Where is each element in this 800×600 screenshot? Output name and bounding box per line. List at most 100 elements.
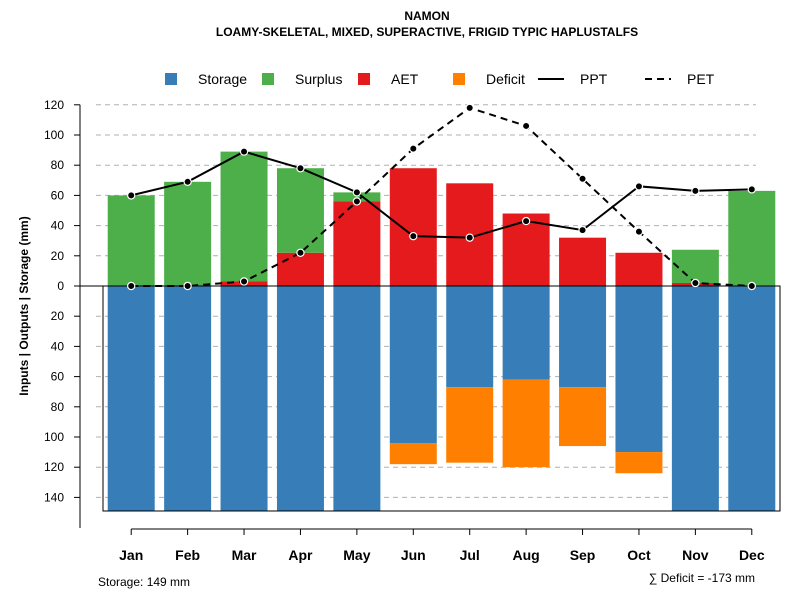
legend-swatch-storage: [165, 73, 177, 85]
y-tick-label: 140: [44, 490, 64, 504]
y-tick-label: 60: [51, 370, 65, 384]
x-tick-label: Oct: [627, 547, 651, 563]
axes: 120 100 80 60 40 20 0 20 40 60 80 100 120 140 Jan Feb Ma…: [44, 98, 765, 563]
bar-storage: [333, 286, 381, 511]
bar-deficit: [615, 452, 663, 474]
x-tick-label: Nov: [682, 547, 709, 563]
x-tick-label: Jan: [119, 547, 143, 563]
x-tick-label: Feb: [175, 547, 200, 563]
ppt-point: [127, 191, 136, 200]
bar-storage: [276, 286, 324, 511]
ppt-point: [578, 225, 587, 235]
legend: Storage Surplus AET Deficit PPT PET: [165, 71, 715, 87]
legend-label-ppt: PPT: [580, 71, 608, 87]
pet-point: [296, 248, 305, 257]
x-tick-label: Jul: [460, 547, 480, 563]
pet-point: [465, 103, 474, 113]
y-tick-label: 100: [44, 430, 64, 444]
bar-storage: [615, 286, 663, 453]
ppt-point: [352, 188, 362, 197]
bar-storage: [559, 286, 607, 388]
chart-title: NAMON: [404, 9, 449, 23]
pet-point: [409, 144, 418, 153]
y-tick-label: 40: [51, 339, 65, 353]
pet-point: [183, 281, 192, 291]
bar-storage: [107, 286, 155, 511]
bar-surplus: [728, 190, 776, 286]
ppt-point: [409, 231, 418, 241]
deficit-note: ∑ Deficit = -173 mm: [649, 571, 755, 585]
legend-label-aet: AET: [391, 71, 419, 87]
bar-deficit: [446, 387, 494, 463]
chart-subtitle: LOAMY-SKELETAL, MIXED, SUPERACTIVE, FRIG…: [216, 25, 638, 39]
pet-line: [131, 106, 752, 287]
x-tick-label: Jun: [401, 547, 426, 563]
y-tick-label: 80: [51, 400, 65, 414]
ppt-line: [130, 150, 752, 239]
bar-surplus: [276, 168, 324, 253]
legend-label-pet: PET: [687, 71, 715, 87]
ppt-point: [183, 177, 192, 187]
x-tick-label: Apr: [288, 547, 313, 563]
ppt-point: [634, 182, 644, 191]
bar-aet: [615, 252, 663, 286]
y-tick-label: 120: [44, 460, 64, 474]
y-tick-label: 60: [51, 188, 65, 202]
bar-surplus: [107, 195, 155, 286]
bar-surplus: [333, 192, 381, 202]
y-axis-label: Inputs | Outputs | Storage (mm): [17, 216, 31, 395]
x-tick-label: Mar: [232, 547, 257, 563]
pet-point: [127, 281, 136, 291]
pet-point: [521, 121, 531, 131]
pet-point: [691, 278, 700, 288]
bar-storage: [446, 286, 494, 388]
bar-surplus: [671, 249, 719, 283]
ppt-point: [239, 147, 249, 156]
y-tick-label: 40: [51, 219, 65, 233]
bar-aet: [559, 237, 607, 286]
bar-storage: [502, 286, 550, 380]
storage-note: Storage: 149 mm: [98, 575, 190, 589]
pet-point: [352, 197, 362, 206]
bar-aet: [276, 252, 324, 286]
ppt-point: [296, 164, 305, 173]
bar-aet: [333, 201, 381, 286]
pet-point: [634, 227, 644, 236]
x-tick-label: May: [343, 547, 370, 563]
bar-storage: [164, 286, 212, 511]
bar-aet: [389, 168, 437, 286]
ppt-point: [747, 185, 756, 194]
bar-surplus: [164, 181, 212, 286]
x-tick-label: Sep: [570, 547, 596, 563]
legend-label-surplus: Surplus: [295, 71, 342, 87]
pet-point: [239, 277, 249, 286]
ppt-point: [521, 216, 531, 226]
x-tick-label: Dec: [739, 547, 765, 563]
legend-label-storage: Storage: [198, 71, 247, 87]
bar-storage: [671, 286, 719, 511]
ppt-point: [691, 186, 700, 196]
legend-label-deficit: Deficit: [486, 71, 525, 87]
y-tick-label: 100: [44, 128, 64, 142]
bar-storage: [389, 286, 437, 444]
y-tick-label: 20: [51, 309, 65, 323]
pet-point: [747, 281, 756, 291]
x-tick-label: Aug: [513, 547, 540, 563]
y-tick-label: 20: [51, 249, 65, 263]
legend-swatch-surplus: [262, 73, 274, 85]
series-lines: [127, 103, 756, 291]
pet-point: [578, 174, 587, 183]
bar-storage: [220, 286, 268, 511]
bars: [80, 151, 781, 512]
bar-deficit: [502, 379, 550, 468]
bar-surplus: [220, 151, 268, 282]
legend-swatch-deficit: [453, 73, 465, 85]
y-tick-label: 120: [44, 98, 64, 112]
bar-storage: [728, 286, 776, 511]
ppt-point: [465, 233, 474, 242]
y-tick-label: 0: [57, 279, 64, 293]
bar-deficit: [559, 387, 607, 447]
y-tick-label: 80: [51, 158, 65, 172]
bar-deficit: [389, 443, 437, 465]
